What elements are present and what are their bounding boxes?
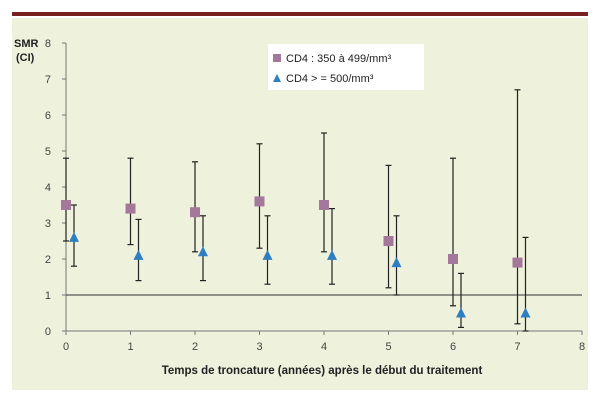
x-tick-label: 1 bbox=[127, 341, 133, 353]
y-tick-label: 8 bbox=[45, 38, 51, 50]
square-point bbox=[383, 236, 394, 246]
square-point bbox=[61, 200, 71, 210]
triangle-point bbox=[198, 246, 208, 257]
legend-entry-1: CD4 : 350 à 499/mm³ bbox=[286, 53, 391, 65]
triangle-point bbox=[262, 249, 273, 260]
y-tick-label: 7 bbox=[45, 74, 51, 86]
top-rule bbox=[12, 12, 588, 16]
square-point bbox=[125, 203, 136, 214]
y-axis-label-line1: SMR bbox=[14, 38, 39, 50]
y-tick-label: 5 bbox=[45, 146, 51, 158]
y-tick-label: 1 bbox=[45, 290, 51, 302]
legend-square-marker bbox=[273, 54, 281, 62]
square-point bbox=[448, 254, 458, 264]
y-tick-label: 0 bbox=[45, 326, 51, 338]
x-tick-label: 8 bbox=[579, 341, 585, 353]
legend-entry-2: CD4 > = 500/mm³ bbox=[286, 73, 374, 85]
x-tick-label: 7 bbox=[514, 341, 520, 353]
y-tick-label: 6 bbox=[45, 110, 51, 122]
x-tick-label: 5 bbox=[385, 341, 391, 353]
y-axis-label-line2: (CI) bbox=[16, 52, 35, 64]
legend-triangle-marker bbox=[273, 74, 281, 82]
y-tick-label: 3 bbox=[45, 218, 51, 230]
x-tick-label: 3 bbox=[256, 341, 262, 353]
y-tick-label: 4 bbox=[45, 182, 51, 194]
square-point bbox=[190, 207, 200, 218]
triangle-point bbox=[133, 249, 144, 260]
square-point bbox=[319, 200, 329, 210]
legend-box bbox=[268, 44, 424, 90]
legend: CD4 : 350 à 499/mm³ CD4 > = 500/mm³ bbox=[268, 44, 424, 90]
triangle-point bbox=[520, 307, 531, 318]
triangle-point bbox=[327, 249, 337, 260]
triangle-point bbox=[69, 231, 79, 242]
x-tick-label: 0 bbox=[63, 341, 69, 353]
x-tick-label: 6 bbox=[450, 341, 456, 353]
x-tick-label: 4 bbox=[321, 341, 327, 353]
triangle-point bbox=[391, 257, 402, 268]
triangle-point bbox=[456, 307, 466, 318]
square-point bbox=[512, 257, 523, 268]
square-point bbox=[254, 196, 265, 207]
y-tick-label: 2 bbox=[45, 254, 51, 266]
x-axis-label: Temps de troncature (années) après le dé… bbox=[162, 365, 483, 377]
x-tick-label: 2 bbox=[192, 341, 198, 353]
